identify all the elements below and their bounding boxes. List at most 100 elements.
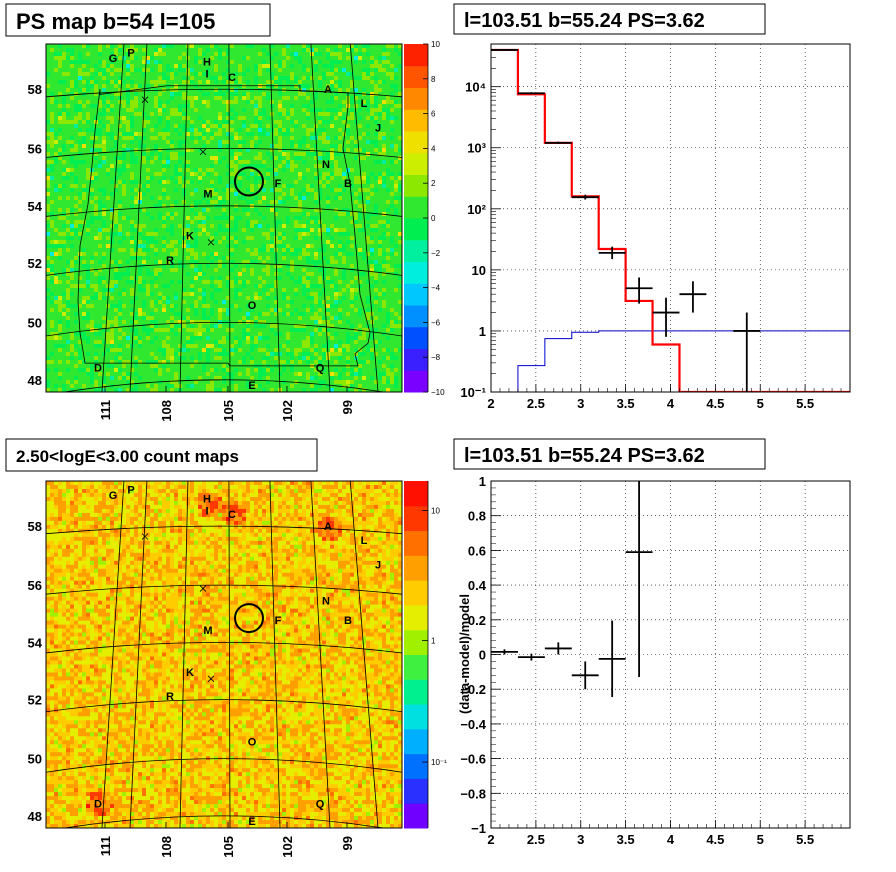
map-pixel <box>342 48 347 53</box>
map-pixel <box>66 148 71 153</box>
map-pixel <box>342 52 347 57</box>
map-pixel <box>210 128 215 133</box>
map-pixel <box>90 172 95 177</box>
map-pixel <box>78 236 83 241</box>
map-pixel <box>374 88 379 93</box>
map-pixel <box>390 116 395 121</box>
map-pixel <box>342 184 347 189</box>
map-pixel <box>374 48 379 53</box>
map-pixel <box>130 216 135 221</box>
map-pixel <box>338 160 343 165</box>
map-pixel <box>162 264 167 269</box>
map-pixel <box>74 148 79 153</box>
map-pixel <box>214 84 219 89</box>
map-pixel <box>94 112 99 117</box>
map-pixel <box>278 264 283 269</box>
map-pixel <box>230 76 235 81</box>
map-pixel <box>386 60 391 65</box>
map-pixel <box>274 116 279 121</box>
map-pixel <box>166 160 171 165</box>
map-pixel <box>362 88 367 93</box>
map-pixel <box>358 112 363 117</box>
map-pixel <box>330 48 335 53</box>
map-pixel <box>394 244 399 249</box>
map-pixel <box>146 68 151 73</box>
map-pixel <box>226 72 231 77</box>
map-pixel <box>174 192 179 197</box>
map-pixel <box>338 244 343 249</box>
map-pixel <box>106 156 111 161</box>
map-pixel <box>298 160 303 165</box>
map-pixel <box>226 144 231 149</box>
map-pixel <box>158 232 163 237</box>
map-pixel <box>46 244 51 249</box>
map-pixel <box>206 252 211 257</box>
map-pixel <box>286 252 291 257</box>
map-pixel <box>182 76 187 81</box>
map-pixel <box>238 188 243 193</box>
map-pixel <box>226 48 231 53</box>
map-pixel <box>310 220 315 225</box>
map-pixel <box>166 100 171 105</box>
map-pixel <box>142 180 147 185</box>
map-pixel <box>370 84 375 89</box>
map-pixel <box>250 172 255 177</box>
map-pixel <box>118 84 123 89</box>
map-pixel <box>106 128 111 133</box>
map-pixel <box>382 152 387 157</box>
map-pixel <box>118 192 123 197</box>
map-pixel <box>90 228 95 233</box>
map-pixel <box>242 144 247 149</box>
map-pixel <box>178 240 183 245</box>
map-pixel <box>226 84 231 89</box>
map-pixel <box>126 56 131 61</box>
map-pixel <box>222 152 227 157</box>
map-pixel <box>70 256 75 261</box>
map-pixel <box>230 100 235 105</box>
map-pixel <box>286 136 291 141</box>
map-pixel <box>362 108 367 113</box>
map-pixel <box>378 44 383 49</box>
map-pixel <box>202 128 207 133</box>
map-pixel <box>338 88 343 93</box>
map-pixel <box>370 96 375 101</box>
map-pixel <box>190 164 195 169</box>
map-pixel <box>114 216 119 221</box>
map-pixel <box>98 60 103 65</box>
map-pixel <box>94 68 99 73</box>
map-pixel <box>102 192 107 197</box>
map-pixel <box>338 152 343 157</box>
map-pixel <box>50 256 55 261</box>
map-pixel <box>194 148 199 153</box>
map-pixel <box>170 172 175 177</box>
map-pixel <box>118 240 123 245</box>
map-pixel <box>270 172 275 177</box>
map-pixel <box>66 244 71 249</box>
map-pixel <box>138 240 143 245</box>
map-pixel <box>90 260 95 265</box>
map-pixel <box>94 196 99 201</box>
map-pixel <box>386 220 391 225</box>
map-pixel <box>378 60 383 65</box>
map-pixel <box>190 244 195 249</box>
map-pixel <box>242 116 247 121</box>
map-pixel <box>222 156 227 161</box>
map-pixel <box>266 192 271 197</box>
map-pixel <box>358 264 363 269</box>
map-pixel <box>74 88 79 93</box>
map-pixel <box>130 44 135 49</box>
map-pixel <box>302 92 307 97</box>
map-pixel <box>186 76 191 81</box>
map-pixel <box>94 160 99 165</box>
map-pixel <box>218 68 223 73</box>
map-pixel <box>214 48 219 53</box>
map-pixel <box>114 116 119 121</box>
map-pixel <box>398 140 402 145</box>
map-pixel <box>278 64 283 69</box>
map-pixel <box>106 180 111 185</box>
map-pixel <box>74 208 79 213</box>
map-pixel <box>98 216 103 221</box>
map-pixel <box>238 196 243 201</box>
map-pixel <box>342 264 347 269</box>
map-pixel <box>394 76 399 81</box>
